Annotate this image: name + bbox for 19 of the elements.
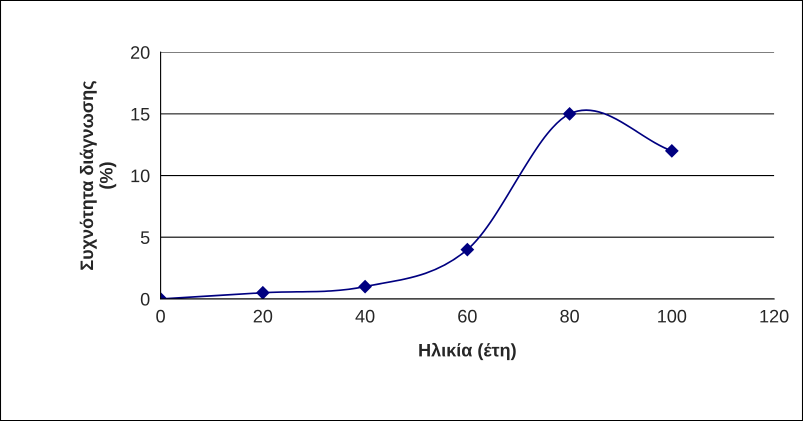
point [256, 286, 270, 299]
x-tick-label: 60 [458, 310, 477, 323]
y-tick-label: 20 [131, 46, 150, 59]
y-tick-label: 10 [131, 169, 150, 182]
point [563, 107, 576, 120]
x-axis-title: Ηλικία (έτη) [419, 342, 516, 360]
x-tick-label: 40 [355, 310, 374, 323]
y-tick-label: 0 [140, 292, 150, 306]
x-tick-label: 100 [658, 310, 686, 323]
point [460, 242, 474, 256]
y-tick-label: 15 [131, 108, 150, 121]
x-tick-label: 20 [254, 310, 272, 323]
x-tick-label: 80 [560, 310, 579, 323]
y-axis-title: Συχνότητα διάγνωσης (%) [80, 81, 116, 270]
point [358, 280, 372, 294]
x-tick-label: 120 [760, 310, 788, 323]
y-tick-label: 5 [140, 231, 150, 244]
point [665, 144, 678, 158]
x-tick-label: 0 [156, 310, 165, 323]
